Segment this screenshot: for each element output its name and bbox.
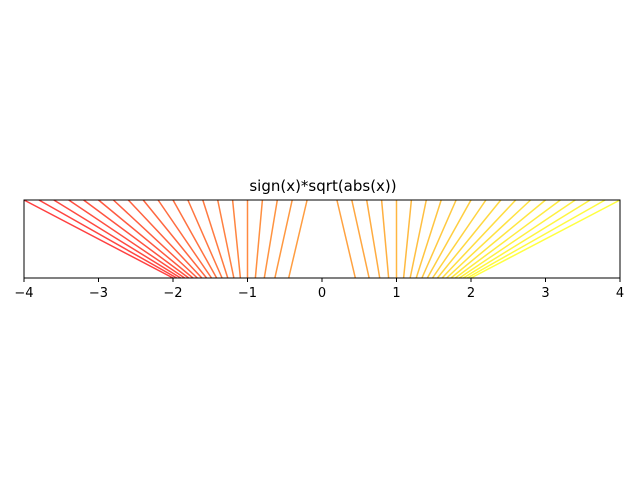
transform-line [216, 199, 235, 279]
transform-line [83, 199, 190, 279]
chart-title: sign(x)*sqrt(abs(x)) [249, 177, 396, 195]
transform-line [254, 199, 264, 279]
transform-line [365, 199, 381, 279]
transform-line [142, 199, 208, 279]
transform-line [402, 199, 413, 279]
transform-line [336, 199, 357, 279]
transform-line [450, 199, 546, 279]
transform-line [172, 199, 218, 279]
x-tick-label: −1 [238, 286, 257, 301]
transform-line [127, 199, 203, 279]
transform-line [23, 199, 174, 279]
transform-line [202, 199, 229, 279]
transform-line [68, 199, 186, 279]
transform-line [263, 199, 279, 279]
transform-line [98, 199, 194, 279]
transform-line [287, 199, 308, 279]
x-tick-label: −2 [163, 286, 182, 301]
transform-line [53, 199, 182, 279]
x-tick-label: −3 [89, 286, 108, 301]
transform-line [446, 199, 532, 279]
transform-line [231, 199, 242, 279]
transform-line [415, 199, 442, 279]
x-axis: −4 −3 −2 −1 0 1 2 3 4 [14, 278, 624, 301]
x-tick-label: 1 [392, 286, 400, 301]
transform-line [274, 199, 293, 279]
transform-line [441, 199, 517, 279]
transform-line [112, 199, 198, 279]
x-tick-label: 2 [467, 286, 475, 301]
transform-lines [23, 199, 621, 279]
transform-line [436, 199, 502, 279]
x-tick-label: 4 [616, 286, 624, 301]
x-tick-label: −4 [14, 286, 33, 301]
transform-line [431, 199, 487, 279]
x-tick-label: 3 [541, 286, 549, 301]
transform-line [157, 199, 213, 279]
transform-line [470, 199, 621, 279]
transform-line [38, 199, 178, 279]
transform-line [454, 199, 561, 279]
transform-line [466, 199, 606, 279]
transform-line [187, 199, 223, 279]
transform-line [351, 199, 370, 279]
transform-line [380, 199, 390, 279]
x-tick-label: 0 [318, 286, 326, 301]
transform-line [421, 199, 457, 279]
transform-line [462, 199, 591, 279]
transform-line [458, 199, 576, 279]
transform-line [409, 199, 428, 279]
transform-line [426, 199, 472, 279]
